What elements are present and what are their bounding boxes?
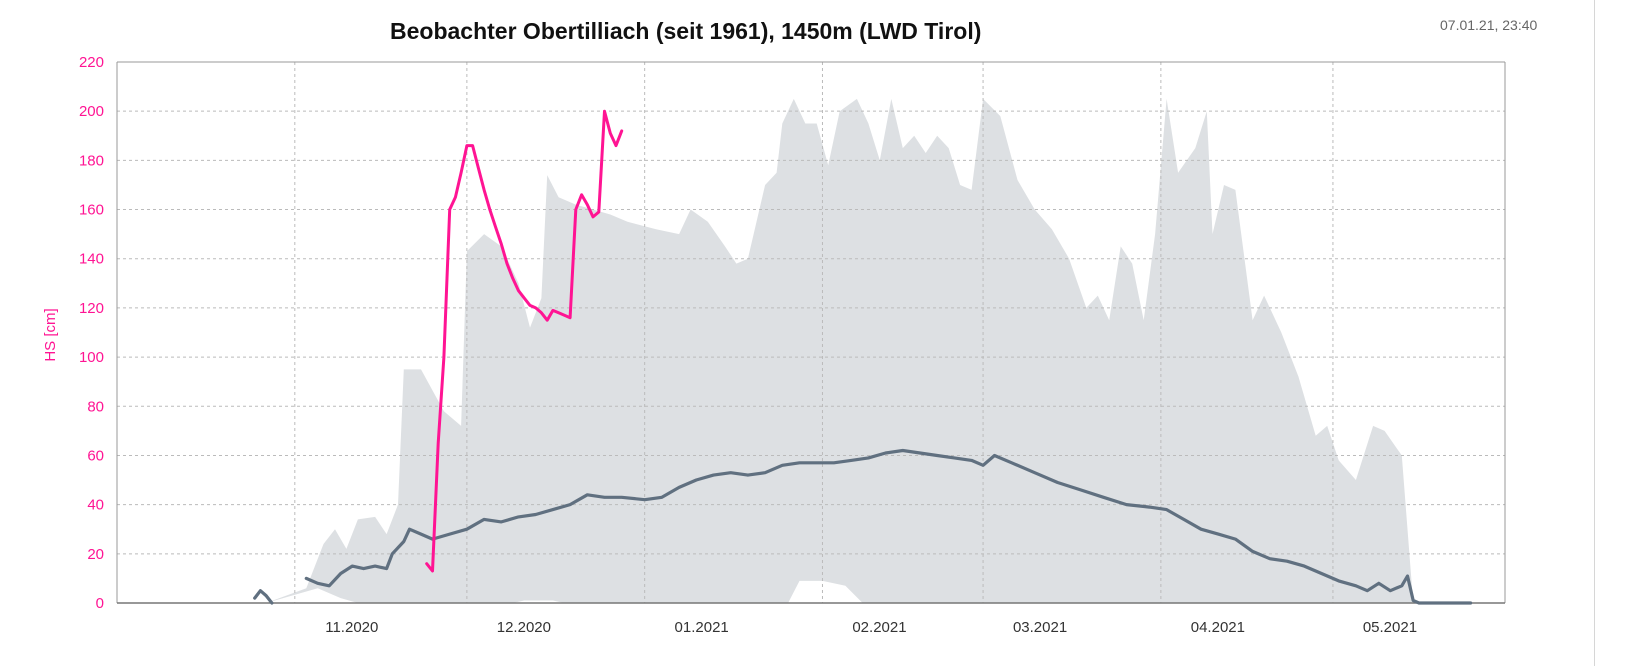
x-tick-label: 01.2021	[675, 619, 729, 636]
y-tick-label: 20	[87, 546, 104, 563]
y-axis-label: HS [cm]	[42, 308, 59, 361]
y-tick-label: 180	[79, 152, 104, 169]
timestamp: 07.01.21, 23:40	[1440, 17, 1538, 33]
y-tick-label: 220	[79, 54, 104, 71]
y-tick-label: 200	[79, 103, 104, 120]
chart-title: Beobachter Obertilliach (seit 1961), 145…	[390, 18, 982, 44]
series-layer	[253, 109, 1473, 605]
x-tick-label: 05.2021	[1363, 619, 1417, 636]
panel-divider	[1594, 0, 1595, 666]
x-tick-labels: 11.2020 12.2020 01.2021 02.2021 03.2021 04.20…	[325, 619, 1417, 636]
current-season-line	[425, 109, 624, 573]
x-tick-label: 03.2021	[1013, 619, 1067, 636]
y-tick-labels: 0 20 40 60 80 100 120 140 160 180 200 220	[79, 54, 104, 612]
y-tick-label: 60	[87, 447, 104, 464]
plot-frame	[116, 61, 1506, 604]
x-tick-label: 04.2021	[1191, 619, 1245, 636]
y-tick-label: 160	[79, 202, 104, 219]
y-tick-label: 140	[79, 251, 104, 268]
y-tick-label: 0	[96, 595, 104, 612]
y-tick-label: 100	[79, 349, 104, 366]
y-tick-label: 40	[87, 497, 104, 514]
x-tick-label: 12.2020	[497, 619, 551, 636]
y-tick-label: 120	[79, 300, 104, 317]
range-band-layer	[266, 98, 1414, 604]
range-band-area	[266, 98, 1414, 604]
x-tick-label: 02.2021	[852, 619, 906, 636]
x-tick-label: 11.2020	[325, 619, 378, 636]
y-tick-label: 80	[87, 398, 104, 415]
